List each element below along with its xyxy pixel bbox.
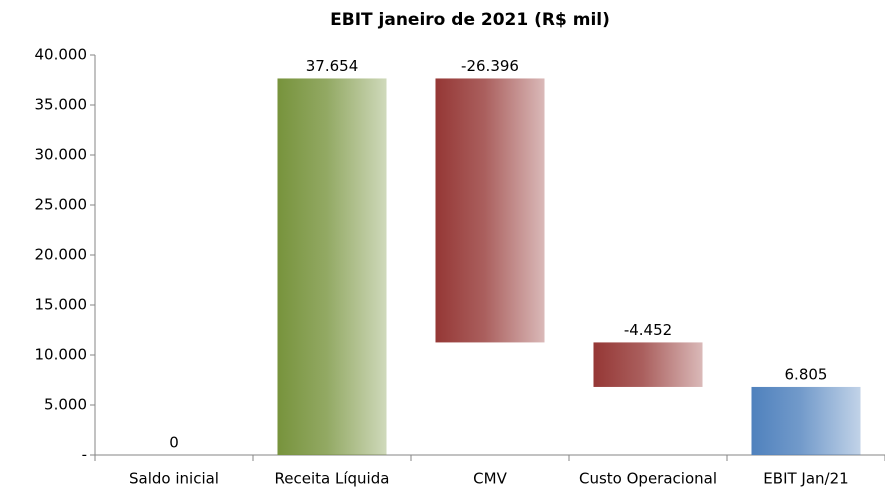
value-label: 37.654: [306, 57, 359, 75]
y-tick-label: 30.000: [35, 146, 88, 164]
x-tick-label: Custo Operacional: [579, 470, 717, 488]
y-tick-label: 35.000: [35, 96, 88, 114]
x-tick-label: EBIT Jan/21: [763, 470, 848, 488]
bar: [593, 342, 703, 387]
bar: [277, 78, 387, 456]
y-tick-label: 5.000: [44, 396, 87, 414]
x-tick-label: CMV: [473, 470, 507, 488]
y-tick-label: -: [82, 446, 87, 464]
y-tick-label: 15.000: [35, 296, 88, 314]
x-tick-label: Receita Líquida: [275, 470, 390, 488]
bar: [751, 386, 861, 455]
value-label: 0: [169, 434, 179, 452]
chart-title: EBIT janeiro de 2021 (R$ mil): [330, 10, 610, 30]
value-label: -4.452: [624, 321, 672, 339]
bar: [435, 78, 545, 343]
y-tick-label: 10.000: [35, 346, 88, 364]
y-tick-label: 25.000: [35, 196, 88, 214]
value-label: -26.396: [461, 57, 519, 75]
x-tick-label: Saldo inicial: [129, 470, 219, 488]
y-tick-label: 40.000: [35, 46, 88, 64]
value-label: 6.805: [785, 365, 828, 383]
y-tick-label: 20.000: [35, 246, 88, 264]
